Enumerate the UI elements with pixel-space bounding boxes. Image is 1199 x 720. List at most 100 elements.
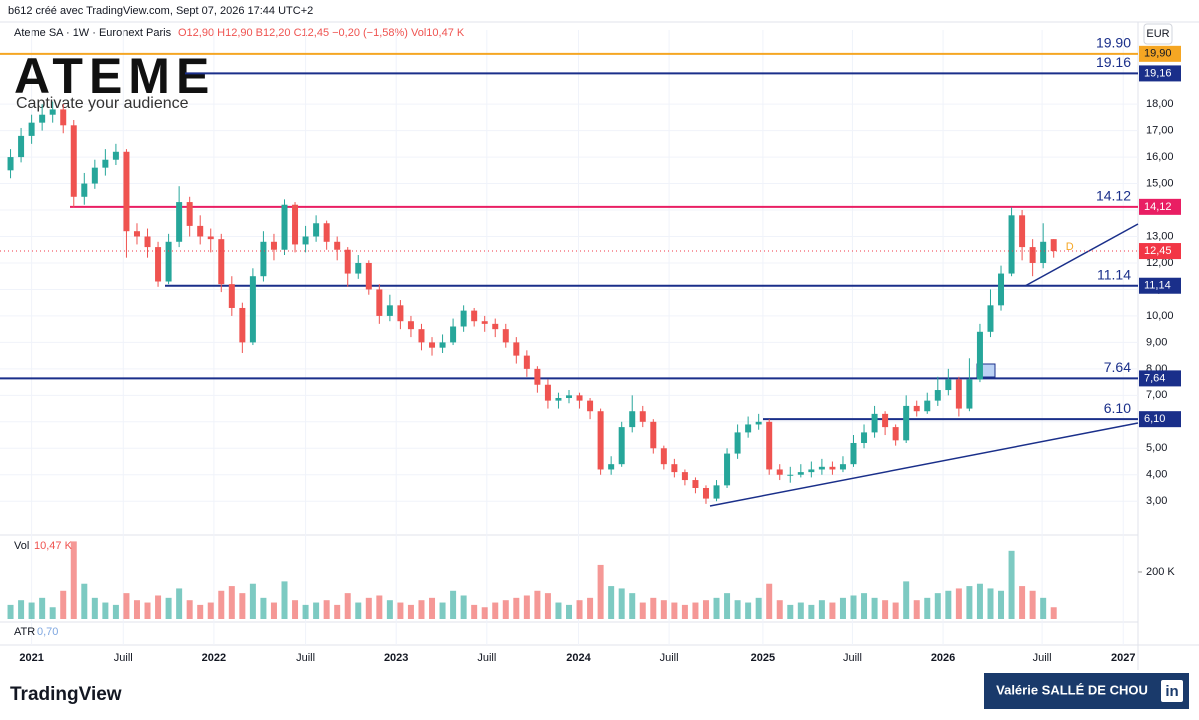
volume-bar bbox=[492, 602, 499, 619]
volume-bar bbox=[228, 586, 235, 619]
volume-bar bbox=[850, 595, 857, 619]
y-tick-label: 3,00 bbox=[1146, 495, 1167, 507]
candle-body bbox=[270, 241, 277, 250]
candle-body bbox=[429, 342, 436, 348]
candle-body bbox=[903, 405, 910, 441]
volume-bar bbox=[576, 600, 583, 619]
candle-body bbox=[934, 390, 941, 401]
candle-body bbox=[460, 310, 467, 327]
volume-bar bbox=[987, 588, 994, 619]
volume-tick-label: 200 K bbox=[1146, 566, 1175, 578]
volume-bar bbox=[397, 602, 404, 619]
candle-body bbox=[650, 421, 657, 449]
candle-body bbox=[523, 355, 530, 369]
x-tick-label: 2027 bbox=[1111, 652, 1135, 664]
candle-body bbox=[70, 125, 77, 197]
volume-bar bbox=[650, 597, 657, 619]
candle-body bbox=[766, 421, 773, 470]
candle-body bbox=[829, 466, 836, 470]
volume-bar bbox=[534, 590, 541, 619]
candle-body bbox=[755, 421, 762, 425]
candle-body bbox=[513, 342, 520, 356]
candle-body bbox=[481, 321, 488, 324]
candle-body bbox=[850, 442, 857, 465]
volume-bar bbox=[882, 600, 889, 619]
x-tick-label: Juill bbox=[660, 652, 679, 664]
level-label: 7.64 bbox=[1104, 359, 1131, 375]
x-tick-label: Juill bbox=[114, 652, 133, 664]
volume-bar bbox=[797, 602, 804, 619]
volume-bar bbox=[671, 602, 678, 619]
candle-body bbox=[49, 109, 56, 115]
volume-bar bbox=[629, 593, 636, 619]
candle-body bbox=[544, 384, 551, 401]
ohlc: O12,90 H12,90 B12,20 C12,45 −0,20 (−1,58… bbox=[178, 27, 465, 39]
candle-body bbox=[112, 151, 119, 160]
x-tick-label: Juill bbox=[296, 652, 315, 664]
volume-bar bbox=[133, 600, 140, 619]
volume-bar bbox=[471, 604, 478, 619]
candle-body bbox=[60, 109, 67, 126]
candle-body bbox=[587, 400, 594, 412]
x-tick-label: 2026 bbox=[931, 652, 955, 664]
y-tick-label: 12,00 bbox=[1146, 257, 1174, 269]
candle-body bbox=[955, 379, 962, 409]
candle-body bbox=[966, 379, 973, 409]
x-tick-label: 2022 bbox=[202, 652, 226, 664]
volume-bar bbox=[81, 583, 88, 619]
candle-body bbox=[724, 453, 731, 486]
candle-body bbox=[439, 342, 446, 348]
candle-body bbox=[197, 225, 204, 237]
linkedin-text[interactable]: in bbox=[1165, 683, 1178, 700]
linkedin-icon[interactable] bbox=[1159, 678, 1185, 704]
volume-bar bbox=[1029, 590, 1036, 619]
volume-bar bbox=[692, 602, 699, 619]
volume-bar bbox=[91, 597, 98, 619]
candle-body bbox=[681, 472, 688, 481]
candle-body bbox=[91, 167, 98, 184]
candle-body bbox=[924, 400, 931, 412]
candle-body bbox=[334, 241, 341, 250]
candle-body bbox=[671, 464, 678, 473]
currency: EUR bbox=[1146, 28, 1169, 40]
volume-bar bbox=[260, 597, 267, 619]
candle-body bbox=[144, 236, 151, 248]
volume-bar bbox=[429, 597, 436, 619]
candle-body bbox=[861, 432, 868, 443]
candle-body bbox=[302, 236, 309, 245]
candle-body bbox=[239, 307, 246, 343]
level-tag-bg bbox=[1139, 370, 1181, 387]
volume-bar bbox=[176, 588, 183, 619]
candle-body bbox=[397, 305, 404, 322]
y-tick-label: 7,00 bbox=[1146, 389, 1167, 401]
candle-body bbox=[1040, 241, 1047, 263]
candle-body bbox=[566, 395, 572, 398]
candle-body bbox=[913, 405, 920, 412]
candle-body bbox=[133, 231, 140, 237]
candle-body bbox=[734, 432, 741, 454]
volume-bar bbox=[18, 600, 25, 619]
candle-body bbox=[165, 241, 172, 282]
candle-body bbox=[608, 464, 615, 470]
level-label: 14.12 bbox=[1096, 188, 1131, 204]
candle-body bbox=[502, 329, 509, 343]
candle-body bbox=[945, 379, 952, 391]
volume-bar bbox=[60, 590, 67, 619]
volume-bar bbox=[818, 600, 825, 619]
volume-bar bbox=[7, 604, 14, 619]
volume-bar bbox=[1040, 597, 1047, 619]
candle-body bbox=[660, 448, 667, 465]
volume-bar bbox=[418, 600, 425, 619]
y-tick-label: 15,00 bbox=[1146, 177, 1174, 189]
candle-body bbox=[745, 424, 752, 433]
currency-box bbox=[1143, 23, 1173, 45]
volume-bar bbox=[144, 602, 151, 619]
candle-body bbox=[344, 249, 351, 274]
candle-body bbox=[692, 480, 699, 488]
volume-bar bbox=[755, 597, 762, 619]
volume-bar bbox=[1008, 550, 1015, 619]
level-tag-bg bbox=[1139, 198, 1181, 215]
candle-body bbox=[39, 114, 46, 123]
volume-bar bbox=[112, 604, 119, 619]
candle-body bbox=[407, 321, 414, 330]
